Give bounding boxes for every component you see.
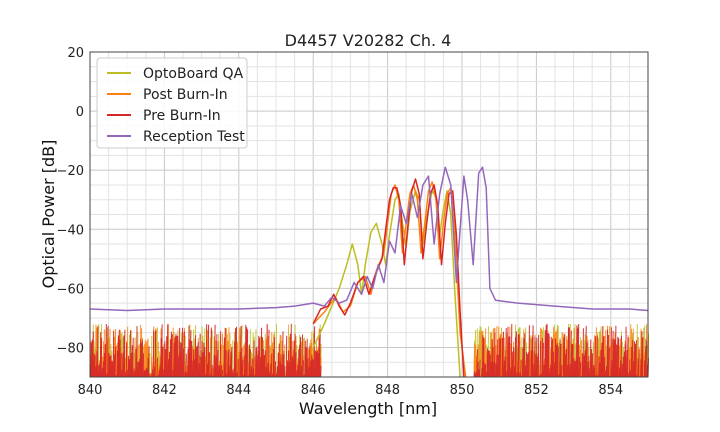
y-axis-label: Optical Power [dB] bbox=[39, 140, 58, 289]
x-tick-label: 840 bbox=[78, 383, 103, 398]
y-tick-label: −60 bbox=[57, 282, 84, 297]
y-tick-label: 0 bbox=[76, 105, 84, 120]
chart-title: D4457 V20282 Ch. 4 bbox=[285, 31, 452, 50]
x-tick-label: 846 bbox=[301, 383, 326, 398]
series-group bbox=[89, 166, 649, 378]
tick-labels: 840 842 844 846 848 850 852 854 20 0 −20 −40 −60 −80 bbox=[57, 46, 624, 398]
series-line bbox=[89, 166, 649, 312]
x-tick-label: 852 bbox=[524, 383, 549, 398]
legend-label: Post Burn-In bbox=[143, 87, 228, 103]
legend-box bbox=[96, 57, 248, 149]
y-tick-label: −80 bbox=[57, 341, 84, 356]
x-axis-label: Wavelength [nm] bbox=[299, 399, 437, 418]
x-tick-label: 848 bbox=[375, 383, 400, 398]
legend-label: OptoBoard QA bbox=[143, 66, 244, 82]
plot-frame bbox=[89, 51, 649, 378]
x-tick-label: 842 bbox=[152, 383, 177, 398]
legend-label: Reception Test bbox=[143, 129, 245, 145]
x-tick-label: 844 bbox=[226, 383, 251, 398]
x-tick-label: 850 bbox=[450, 383, 475, 398]
y-tick-label: 20 bbox=[67, 46, 84, 61]
series-line bbox=[312, 178, 465, 378]
y-tick-label: −20 bbox=[57, 164, 84, 179]
legend-label: Pre Burn-In bbox=[143, 108, 221, 124]
legend: OptoBoard QA Post Burn-In Pre Burn-In Recep… bbox=[96, 57, 248, 149]
x-tick-label: 854 bbox=[598, 383, 623, 398]
y-tick-label: −40 bbox=[57, 223, 84, 238]
